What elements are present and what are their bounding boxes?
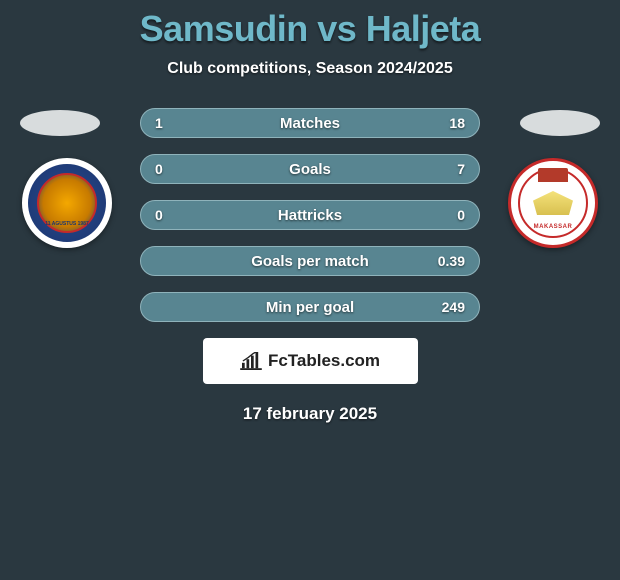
stat-left-value: 1 (155, 115, 163, 131)
crest-left-text: 11 AGUSTUS 1987 (45, 221, 88, 227)
stat-bar: Goals per match 0.39 (140, 246, 480, 276)
crest-left-bg: 11 AGUSTUS 1987 (22, 158, 112, 248)
stat-right-value: 0.39 (438, 253, 465, 269)
club-crest-left: 11 AGUSTUS 1987 (22, 158, 112, 248)
club-crest-right: MAKASSAR (508, 158, 598, 248)
player-photo-right-placeholder (520, 110, 600, 136)
content-area: 11 AGUSTUS 1987 MAKASSAR 1 Matches 18 0 … (0, 108, 620, 424)
stat-right-value: 249 (442, 299, 465, 315)
crest-right-bg: MAKASSAR (508, 158, 598, 248)
crest-right-top (538, 168, 568, 182)
brand-label: FcTables.com (268, 351, 380, 371)
date-label: 17 february 2025 (0, 404, 620, 424)
crest-right-mid (533, 191, 573, 215)
stat-bars: 1 Matches 18 0 Goals 7 0 Hattricks 0 Goa… (140, 108, 480, 322)
stat-label: Min per goal (266, 299, 354, 316)
stat-label: Hattricks (278, 207, 342, 224)
page-subtitle: Club competitions, Season 2024/2025 (0, 60, 620, 78)
stat-right-value: 7 (457, 161, 465, 177)
crest-left-inner: 11 AGUSTUS 1987 (37, 173, 97, 233)
crest-right-inner: MAKASSAR (518, 168, 588, 238)
stat-left-value: 0 (155, 161, 163, 177)
stat-right-value: 0 (457, 207, 465, 223)
stat-label: Matches (280, 115, 340, 132)
crest-right-label: MAKASSAR (534, 224, 573, 230)
brand-box[interactable]: FcTables.com (203, 338, 418, 384)
stat-label: Goals (289, 161, 331, 178)
page-title: Samsudin vs Haljeta (0, 0, 620, 50)
stat-bar: 1 Matches 18 (140, 108, 480, 138)
stat-right-value: 18 (449, 115, 465, 131)
stat-bar: 0 Goals 7 (140, 154, 480, 184)
stat-bar: 0 Hattricks 0 (140, 200, 480, 230)
stat-label: Goals per match (251, 253, 369, 270)
barchart-icon (240, 352, 262, 370)
stat-left-value: 0 (155, 207, 163, 223)
player-photo-left-placeholder (20, 110, 100, 136)
stat-bar: Min per goal 249 (140, 292, 480, 322)
